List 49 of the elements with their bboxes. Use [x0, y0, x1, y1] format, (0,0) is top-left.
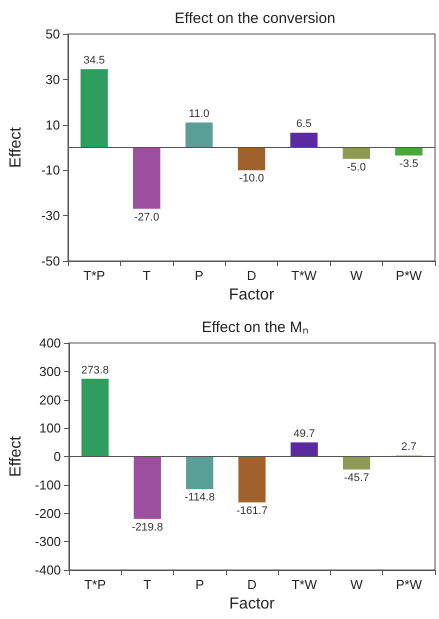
chart-title: Effect on the conversion	[174, 10, 336, 27]
y-tick-label: -200	[34, 506, 61, 521]
y-axis-title: Effect	[8, 436, 24, 477]
y-tick-label: 400	[39, 336, 61, 350]
x-tick-label: T*W	[291, 268, 318, 283]
x-axis-title: Factor	[228, 286, 275, 304]
data-label: -45.7	[344, 472, 370, 484]
data-label: 2.7	[401, 441, 416, 454]
data-label: 11.0	[188, 108, 210, 120]
y-tick-label: 0	[54, 449, 61, 464]
x-tick-label: W	[350, 268, 364, 283]
x-tick-label: P*W	[396, 577, 423, 592]
data-label: 49.7	[294, 428, 315, 440]
y-tick-label: 50	[46, 26, 60, 42]
x-tick-label: D	[246, 268, 256, 283]
data-label: -3.5	[399, 158, 418, 170]
x-tick-label: P*W	[396, 268, 423, 283]
y-tick-label: 10	[46, 117, 60, 132]
y-tick-label: -30	[41, 208, 60, 224]
x-tick-label: P	[195, 577, 204, 592]
chart-title: Effect on the Mₙ	[202, 319, 308, 336]
y-tick-label: -10	[41, 162, 60, 178]
y-tick-label: -100	[34, 477, 61, 492]
y-tick-label: -300	[34, 534, 61, 550]
data-label: -219.8	[132, 521, 163, 534]
data-label: -161.7	[236, 504, 268, 517]
data-label: -5.0	[346, 161, 366, 174]
y-tick-label: 30	[46, 72, 60, 87]
x-tick-label: W	[350, 577, 364, 592]
y-tick-label: -400	[34, 562, 61, 578]
x-tick-label: P	[194, 268, 204, 283]
x-tick-label: T	[142, 268, 151, 283]
data-label: -114.8	[184, 492, 215, 504]
y-axis-title: Effect	[8, 126, 24, 168]
y-tick-label: 100	[39, 420, 61, 436]
data-label: 273.8	[81, 364, 109, 376]
y-tick-label: -50	[41, 254, 60, 268]
x-tick-label: T*P	[83, 268, 106, 283]
data-label: -10.0	[238, 172, 264, 185]
x-tick-label: D	[247, 577, 257, 592]
y-tick-label: 300	[39, 364, 61, 379]
data-label: 34.5	[84, 54, 105, 67]
y-tick-label: 200	[39, 392, 61, 408]
x-tick-label: T*P	[84, 577, 106, 592]
data-label: -27.0	[134, 211, 160, 224]
x-tick-label: T*W	[292, 577, 318, 592]
x-axis-title: Factor	[229, 596, 276, 612]
data-label: 6.5	[296, 118, 312, 130]
x-tick-label: T	[143, 577, 152, 592]
